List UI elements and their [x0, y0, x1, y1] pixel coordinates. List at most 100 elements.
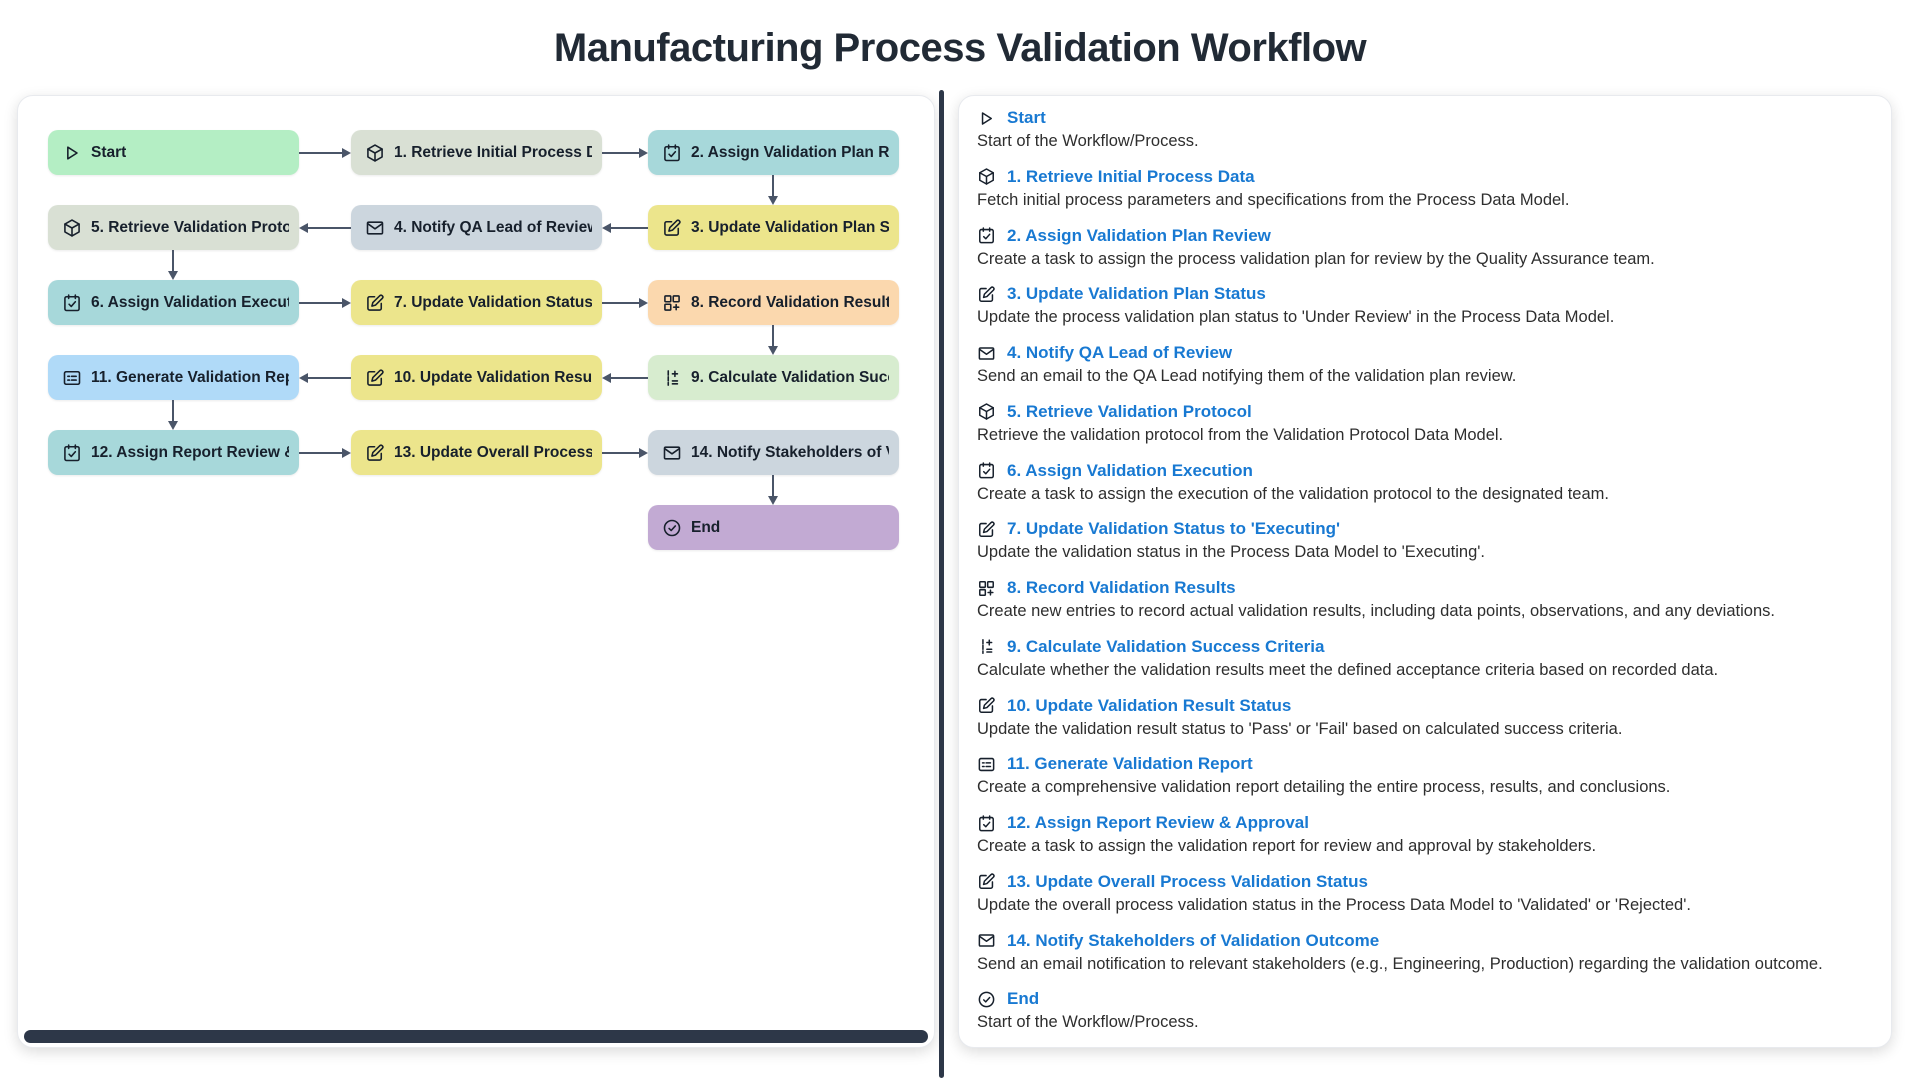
- flow-node-5[interactable]: 5. Retrieve Validation Protocol: [48, 205, 299, 250]
- detail-item-11: 11. Generate Validation Report Create a …: [977, 754, 1871, 799]
- edit-icon: [977, 285, 996, 304]
- flow-node-label: 5. Retrieve Validation Protocol: [91, 218, 289, 236]
- detail-description: Send an email notification to relevant s…: [977, 954, 1823, 973]
- detail-title[interactable]: 3. Update Validation Plan Status: [1007, 284, 1266, 304]
- detail-item-9: 9. Calculate Validation Success Criteria…: [977, 637, 1871, 682]
- flow-node-start[interactable]: Start: [48, 130, 299, 175]
- detail-item-14: 14. Notify Stakeholders of Validation Ou…: [977, 931, 1871, 976]
- detail-title[interactable]: 13. Update Overall Process Validation St…: [1007, 871, 1368, 891]
- detail-description: Send an email to the QA Lead notifying t…: [977, 367, 1517, 386]
- workflow-diagram-panel: Start 1. Retrieve Initial Process Data 2…: [17, 95, 935, 1048]
- detail-title[interactable]: 14. Notify Stakeholders of Validation Ou…: [1007, 930, 1380, 950]
- arrow-10-to-11: [299, 373, 351, 383]
- check-circle-icon: [977, 990, 996, 1009]
- flow-node-end[interactable]: End: [648, 505, 899, 550]
- detail-title[interactable]: 7. Update Validation Status to 'Executin…: [1007, 519, 1341, 539]
- detail-title[interactable]: 8. Record Validation Results: [1007, 578, 1236, 598]
- detail-title[interactable]: 6. Assign Validation Execution: [1007, 460, 1253, 480]
- detail-description: Create new entries to record actual vali…: [977, 602, 1775, 621]
- package-icon: [62, 218, 82, 238]
- flow-node-label: 13. Update Overall Process Validation St…: [394, 443, 592, 461]
- detail-title[interactable]: 12. Assign Report Review & Approval: [1007, 813, 1309, 833]
- detail-title[interactable]: End: [1007, 989, 1040, 1009]
- detail-description: Update the process validation plan statu…: [977, 308, 1615, 327]
- flow-node-1[interactable]: 1. Retrieve Initial Process Data: [351, 130, 602, 175]
- detail-item-5: 5. Retrieve Validation Protocol Retrieve…: [977, 402, 1871, 447]
- detail-description: Retrieve the validation protocol from th…: [977, 425, 1504, 444]
- arrow-7-to-8: [602, 298, 648, 308]
- flow-node-label: 9. Calculate Validation Success Criteria: [691, 368, 889, 386]
- flow-node-6[interactable]: 6. Assign Validation Execution: [48, 280, 299, 325]
- flow-node-label: 3. Update Validation Plan Status: [691, 218, 889, 236]
- flow-node-10[interactable]: 10. Update Validation Result Status: [351, 355, 602, 400]
- detail-item-start: Start Start of the Workflow/Process.: [977, 108, 1871, 153]
- edit-icon: [977, 520, 996, 539]
- detail-item-12: 12. Assign Report Review & Approval Crea…: [977, 813, 1871, 858]
- detail-item-13: 13. Update Overall Process Validation St…: [977, 872, 1871, 917]
- calendar-check-icon: [662, 143, 682, 163]
- detail-title[interactable]: 1. Retrieve Initial Process Data: [1007, 166, 1255, 186]
- detail-title[interactable]: 4. Notify QA Lead of Review: [1007, 343, 1233, 363]
- flow-node-8[interactable]: 8. Record Validation Results: [648, 280, 899, 325]
- detail-description: Calculate whether the validation results…: [977, 660, 1719, 679]
- calendar-check-icon: [977, 814, 996, 833]
- detail-description: Create a task to assign the validation r…: [977, 837, 1597, 856]
- detail-item-3: 3. Update Validation Plan Status Update …: [977, 284, 1871, 329]
- detail-item-2: 2. Assign Validation Plan Review Create …: [977, 226, 1871, 271]
- detail-description: Fetch initial process parameters and spe…: [977, 190, 1570, 209]
- detail-item-6: 6. Assign Validation Execution Create a …: [977, 461, 1871, 506]
- flow-node-label: 6. Assign Validation Execution: [91, 293, 289, 311]
- detail-title[interactable]: 9. Calculate Validation Success Criteria: [1007, 636, 1325, 656]
- horizontal-scrollbar[interactable]: [24, 1030, 928, 1043]
- arrow-1-to-2: [602, 148, 648, 158]
- flow-node-label: 14. Notify Stakeholders of Validation Ou…: [691, 443, 889, 461]
- panel-divider[interactable]: [939, 90, 944, 1078]
- flow-node-11[interactable]: 11. Generate Validation Report: [48, 355, 299, 400]
- flow-node-4[interactable]: 4. Notify QA Lead of Review: [351, 205, 602, 250]
- detail-item-4: 4. Notify QA Lead of Review Send an emai…: [977, 343, 1871, 388]
- grid-plus-icon: [977, 579, 996, 598]
- calculate-icon: [662, 368, 682, 388]
- flow-node-label: 4. Notify QA Lead of Review: [394, 218, 592, 236]
- flow-node-12[interactable]: 12. Assign Report Review & Approval: [48, 430, 299, 475]
- detail-title[interactable]: 2. Assign Validation Plan Review: [1007, 225, 1271, 245]
- detail-description: Create a task to assign the process vali…: [977, 249, 1655, 268]
- flow-canvas: Start 1. Retrieve Initial Process Data 2…: [18, 96, 934, 1047]
- edit-icon: [662, 218, 682, 238]
- flow-node-label: 7. Update Validation Status to 'Executin…: [394, 293, 592, 311]
- detail-description: Update the validation result status to '…: [977, 719, 1623, 738]
- arrow-12-to-13: [299, 448, 351, 458]
- detail-title[interactable]: 11. Generate Validation Report: [1007, 754, 1253, 774]
- flow-node-14[interactable]: 14. Notify Stakeholders of Validation Ou…: [648, 430, 899, 475]
- play-icon: [977, 109, 996, 128]
- edit-icon: [365, 368, 385, 388]
- detail-title[interactable]: 5. Retrieve Validation Protocol: [1007, 401, 1252, 421]
- flow-node-3[interactable]: 3. Update Validation Plan Status: [648, 205, 899, 250]
- detail-title[interactable]: 10. Update Validation Result Status: [1007, 695, 1292, 715]
- flow-node-7[interactable]: 7. Update Validation Status to 'Executin…: [351, 280, 602, 325]
- flow-node-13[interactable]: 13. Update Overall Process Validation St…: [351, 430, 602, 475]
- flow-node-label: Start: [91, 143, 127, 161]
- flow-node-9[interactable]: 9. Calculate Validation Success Criteria: [648, 355, 899, 400]
- flow-node-2[interactable]: 2. Assign Validation Plan Review: [648, 130, 899, 175]
- arrow-6-to-7: [299, 298, 351, 308]
- play-icon: [62, 143, 82, 163]
- detail-description: Create a task to assign the execution of…: [977, 484, 1609, 503]
- arrow-5-to-6: [168, 250, 178, 280]
- detail-title[interactable]: Start: [1007, 108, 1046, 127]
- detail-description: Create a comprehensive validation report…: [977, 778, 1671, 797]
- flow-node-label: 8. Record Validation Results: [691, 293, 889, 311]
- mail-icon: [662, 443, 682, 463]
- report-icon: [977, 755, 996, 774]
- calculate-icon: [977, 637, 996, 656]
- package-icon: [977, 402, 996, 421]
- edit-icon: [977, 872, 996, 891]
- detail-description: Update the overall process validation st…: [977, 895, 1691, 914]
- flow-node-label: 2. Assign Validation Plan Review: [691, 143, 889, 161]
- detail-item-end: End Start of the Workflow/Process.: [977, 989, 1871, 1034]
- calendar-check-icon: [977, 461, 996, 480]
- mail-icon: [365, 218, 385, 238]
- arrow-13-to-14: [602, 448, 648, 458]
- flow-node-label: End: [691, 518, 721, 536]
